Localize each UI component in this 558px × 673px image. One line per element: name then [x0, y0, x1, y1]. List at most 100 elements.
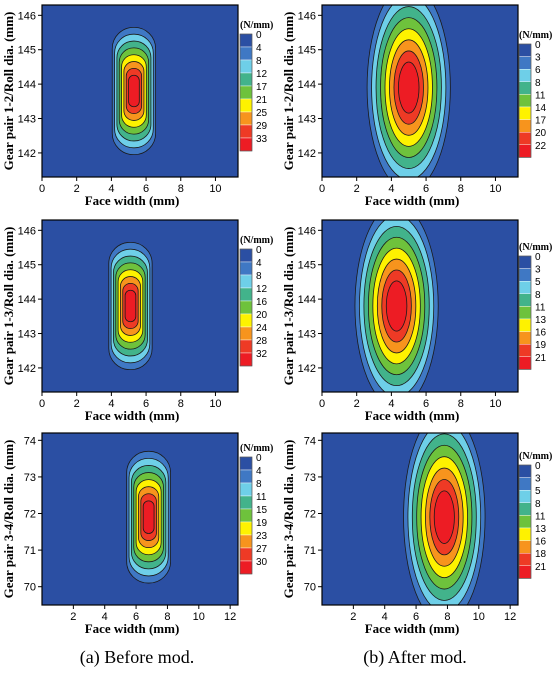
legend-swatch-2	[518, 281, 532, 295]
x-tick-label: 6	[423, 398, 429, 410]
plot-frame	[41, 432, 239, 606]
y-tick-label: 145	[298, 260, 316, 272]
y-tick-label: 143	[18, 114, 36, 126]
legend-swatch-2	[239, 482, 253, 497]
legend-swatch-4	[239, 300, 253, 315]
legend-level-label: 20	[256, 310, 268, 321]
legend-level-label: 4	[256, 258, 262, 269]
y-tick-label: 74	[24, 435, 36, 447]
y-tick-label: 73	[304, 472, 316, 484]
x-tick-label: 6	[143, 183, 149, 195]
legend-level-label: 0	[256, 453, 262, 464]
y-tick-label: 145	[18, 45, 36, 57]
legend-unit: (N/mm)	[240, 235, 273, 246]
legend-swatch-8	[518, 356, 532, 370]
legend-level-label: 11	[535, 90, 546, 101]
legend-level-label: 16	[256, 297, 268, 308]
legend-swatch-8	[239, 352, 253, 367]
legend-frame	[239, 456, 253, 575]
x-tick-label: 10	[209, 183, 221, 195]
y-tick-label: 70	[24, 582, 36, 594]
legend-swatch-5	[518, 106, 532, 120]
x-tick-label: 6	[143, 398, 149, 410]
legend-level-label: 3	[535, 53, 541, 64]
legend-level-label: 16	[535, 537, 547, 548]
legend-level-label: 4	[256, 43, 262, 54]
x-tick-label: 8	[458, 398, 464, 410]
legend-level-label: 13	[535, 315, 547, 326]
legend-swatch-8	[239, 137, 253, 152]
chart-a1: 0 2 4 6 8 10 142 143 144 145 146 Face width (mm) Gea…	[1, 4, 273, 208]
x-axis-label: Face width (mm)	[85, 408, 180, 423]
legend: (N/mm)0 4 8 11 15 19 23 27 30	[239, 443, 273, 575]
legend-swatch-1	[518, 268, 532, 282]
y-axis-label: Gear pair 1-3/Roll dia. (mm)	[281, 227, 296, 386]
legend-level-label: 0	[535, 461, 541, 472]
contour-bands	[366, 5, 451, 177]
legend-level-label: 17	[256, 82, 268, 93]
x-tick-label: 0	[319, 183, 325, 195]
x-tick-label: 6	[423, 183, 429, 195]
legend-unit: (N/mm)	[519, 451, 552, 462]
legend-level-label: 11	[535, 302, 546, 313]
legend-level-label: 32	[256, 349, 268, 360]
legend-swatch-1	[518, 56, 532, 70]
legend-swatch-5	[239, 98, 253, 113]
legend-level-label: 30	[256, 557, 268, 568]
legend-swatch-5	[239, 313, 253, 328]
y-tick-label: 146	[298, 225, 316, 237]
legend-swatch-0	[518, 43, 532, 57]
legend-swatch-6	[239, 111, 253, 126]
y-tick-label: 70	[304, 582, 316, 594]
x-tick-label: 4	[102, 611, 108, 623]
legend-level-label: 8	[535, 499, 541, 510]
contour-band-8	[433, 490, 455, 544]
y-axis-label: Gear pair 3-4/Roll dia. (mm)	[281, 440, 296, 599]
x-tick-label: 0	[319, 398, 325, 410]
legend-level-label: 16	[535, 328, 547, 339]
legend-swatch-3	[518, 502, 532, 516]
x-tick-label: 8	[458, 183, 464, 195]
legend-level-label: 29	[256, 121, 268, 132]
legend-level-label: 8	[535, 290, 541, 301]
x-tick-label: 6	[413, 611, 419, 623]
y-tick-label: 144	[18, 294, 36, 306]
legend-swatch-2	[518, 490, 532, 504]
legend-level-label: 0	[256, 245, 262, 256]
legend-swatch-0	[239, 248, 253, 263]
legend-swatch-7	[239, 339, 253, 354]
y-tick-label: 146	[18, 225, 36, 237]
y-tick-label: 143	[298, 114, 316, 126]
y-tick-label: 73	[24, 472, 36, 484]
y-axis-label: Gear pair 1-2/Roll dia. (mm)	[281, 12, 296, 171]
contour-band-8	[142, 500, 155, 534]
chart-a3: 2 4 6 8 10 12 70 71 72 73 74 Face width (mm) Gear pa…	[1, 432, 273, 636]
legend-level-label: 3	[535, 265, 541, 276]
legend-swatch-4	[518, 306, 532, 320]
legend-swatch-4	[518, 94, 532, 108]
legend-swatch-3	[518, 293, 532, 307]
legend-swatch-6	[518, 119, 532, 133]
x-axis-label: Face width (mm)	[85, 621, 180, 636]
legend-swatch-3	[239, 72, 253, 87]
legend-unit: (N/mm)	[519, 30, 552, 41]
y-tick-label: 72	[24, 509, 36, 521]
legend: (N/mm)0 4 8 12 16 20 24 28 32	[239, 235, 273, 367]
legend-level-label: 0	[256, 30, 262, 41]
legend-swatch-5	[518, 318, 532, 332]
legend-swatch-7	[518, 344, 532, 358]
legend-level-label: 8	[256, 479, 262, 490]
legend-frame	[518, 464, 532, 579]
legend-swatch-3	[518, 81, 532, 95]
y-tick-label: 142	[298, 148, 316, 160]
legend-swatch-0	[518, 255, 532, 269]
legend-swatch-6	[239, 326, 253, 341]
x-tick-label: 8	[444, 611, 450, 623]
legend-swatch-1	[239, 469, 253, 484]
legend-level-label: 28	[256, 336, 268, 347]
